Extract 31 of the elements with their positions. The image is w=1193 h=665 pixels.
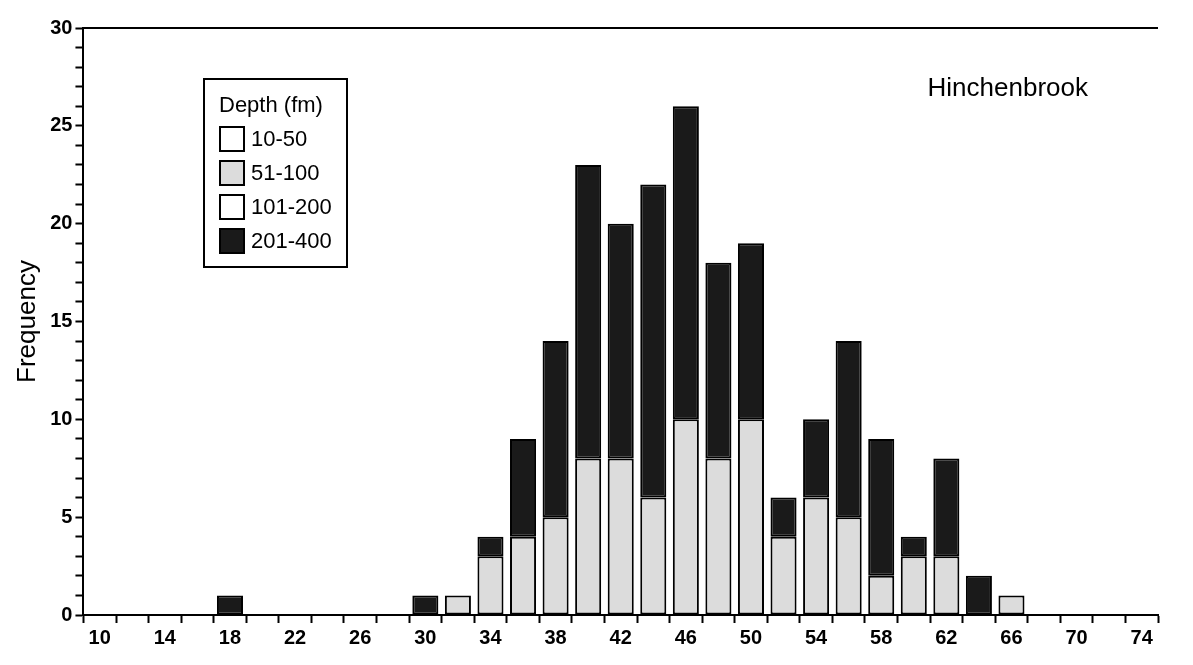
x-tick-label: 62 xyxy=(935,625,958,648)
x-tick-label: 14 xyxy=(153,625,177,648)
annotation: Hinchenbrook xyxy=(927,72,1089,103)
y-tick-label: 30 xyxy=(50,15,73,38)
y-tick-label: 10 xyxy=(50,406,73,429)
legend-label: 10-50 xyxy=(251,125,308,153)
y-tick-label: 0 xyxy=(61,602,73,625)
x-tick-label: 74 xyxy=(1130,625,1154,648)
y-axis-title: Frequency xyxy=(10,260,41,383)
x-tick-label: 22 xyxy=(283,625,307,648)
y-tick-label: 20 xyxy=(50,211,73,234)
x-tick-label: 50 xyxy=(739,625,763,648)
legend-title: Depth (fm) xyxy=(219,91,324,119)
x-tick-label: 10 xyxy=(88,625,111,648)
x-tick-label: 58 xyxy=(870,625,893,648)
x-tick-label: 30 xyxy=(414,625,437,648)
y-tick-label: 15 xyxy=(50,309,73,332)
x-tick-label: 42 xyxy=(609,625,632,648)
legend-label: 201-400 xyxy=(251,227,332,255)
y-tick-label: 5 xyxy=(61,504,73,527)
x-tick-label: 54 xyxy=(804,625,829,648)
x-tick-label: 38 xyxy=(544,625,567,648)
legend-label: 51-100 xyxy=(251,159,320,187)
legend-label: 101-200 xyxy=(251,193,332,221)
x-tick-label: 66 xyxy=(1000,625,1023,648)
x-tick-label: 18 xyxy=(218,625,242,648)
x-tick-label: 26 xyxy=(349,625,372,648)
x-tick-label: 34 xyxy=(479,625,503,648)
x-tick-label: 46 xyxy=(674,625,697,648)
y-tick-label: 25 xyxy=(50,113,73,136)
x-tick-label: 70 xyxy=(1065,625,1088,648)
